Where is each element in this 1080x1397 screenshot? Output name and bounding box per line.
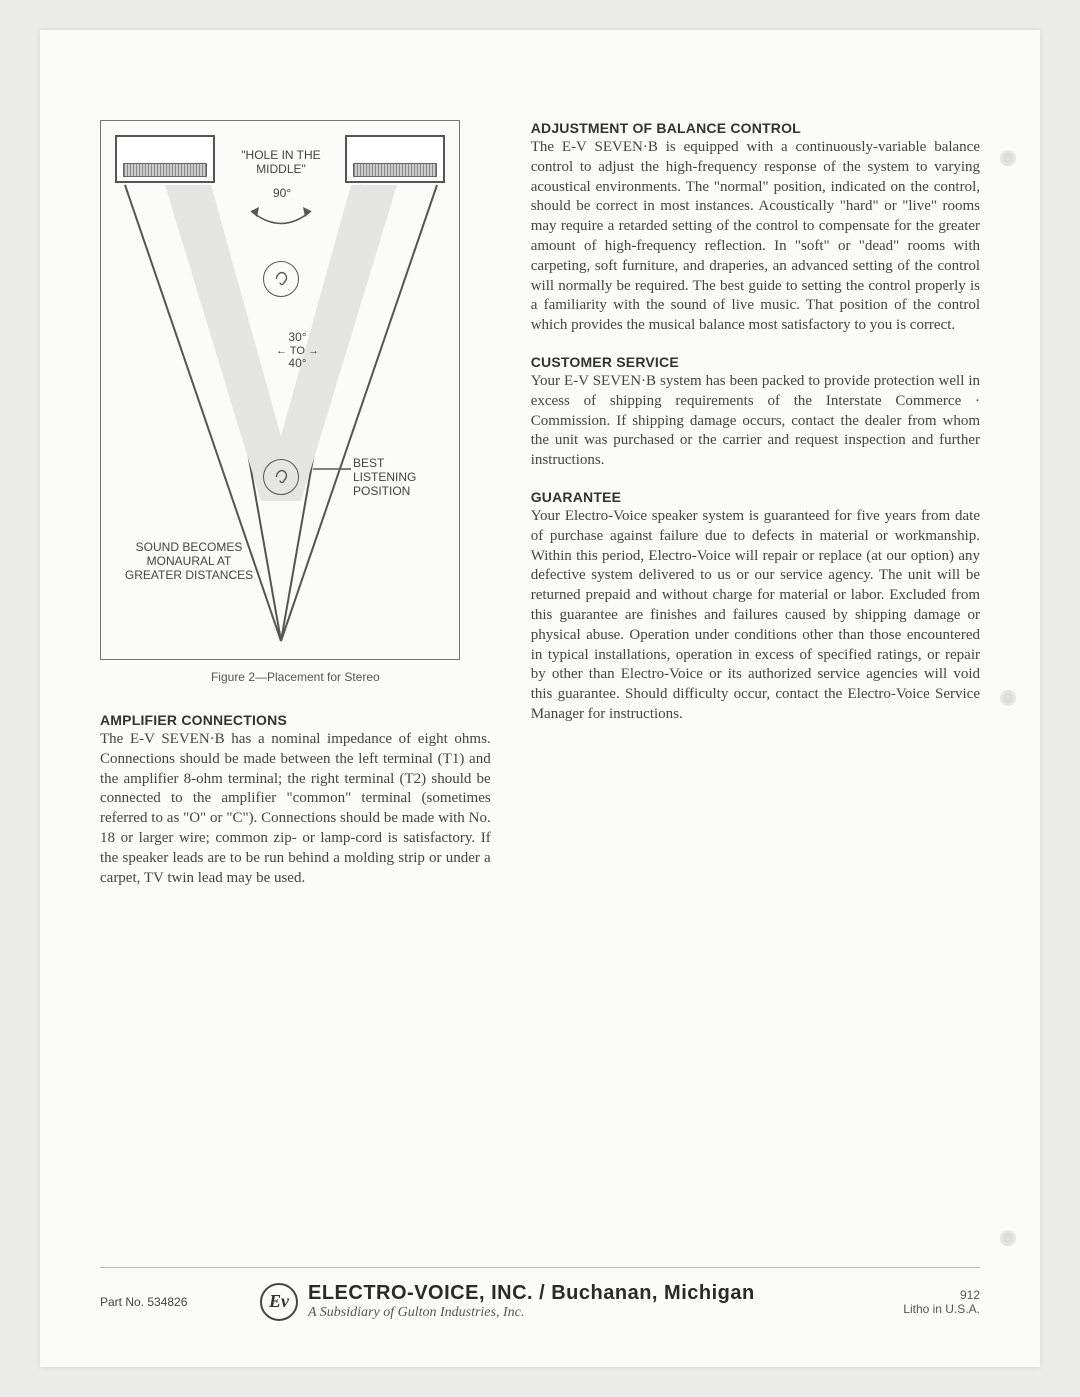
body-balance-control: The E-V SEVEN·B is equipped with a conti… (531, 138, 980, 336)
page-footer: Part No. 534826 Ev ELECTRO-VOICE, INC. /… (100, 1267, 980, 1321)
label-position: POSITION (353, 485, 416, 499)
label-mono-2: MONAURAL AT (119, 555, 259, 569)
hole-punch-icon (1000, 1230, 1016, 1246)
left-column: "HOLE IN THE MIDDLE" (100, 120, 491, 906)
label-to: TO (290, 345, 305, 357)
figure-caption: Figure 2—Placement for Stereo (100, 670, 491, 684)
heading-amplifier-connections: AMPLIFIER CONNECTIONS (100, 712, 491, 728)
footer-code: 912 (860, 1288, 980, 1302)
heading-guarantee: GUARANTEE (531, 489, 980, 505)
heading-balance-control: ADJUSTMENT OF BALANCE CONTROL (531, 120, 980, 136)
hole-punch-icon (1000, 150, 1016, 166)
label-90deg: 90° (273, 187, 291, 201)
footer-company: ELECTRO-VOICE, INC. / Buchanan, Michigan… (308, 1282, 860, 1321)
heading-customer-service: CUSTOMER SERVICE (531, 354, 980, 370)
content-columns: "HOLE IN THE MIDDLE" (100, 120, 980, 906)
body-guarantee: Your Electro-Voice speaker system is gua… (531, 507, 980, 725)
label-30deg: 30° (276, 331, 319, 345)
figure-2-diagram: "HOLE IN THE MIDDLE" (100, 120, 460, 660)
page: "HOLE IN THE MIDDLE" (40, 30, 1040, 1367)
hole-punch-icon (1000, 690, 1016, 706)
label-best-listening: BEST LISTENING POSITION (353, 457, 416, 498)
label-listening: LISTENING (353, 471, 416, 485)
label-40deg: 40° (276, 357, 319, 371)
footer-right: 912 Litho in U.S.A. (860, 1288, 980, 1316)
label-best: BEST (353, 457, 416, 471)
body-amplifier-connections: The E-V SEVEN·B has a nominal impedance … (100, 730, 491, 888)
company-subsidiary: A Subsidiary of Gulton Industries, Inc. (308, 1305, 860, 1321)
ear-upper-icon (263, 261, 299, 297)
body-customer-service: Your E-V SEVEN·B system has been packed … (531, 372, 980, 471)
ear-lower-icon (263, 459, 299, 495)
label-monaural: SOUND BECOMES MONAURAL AT GREATER DISTAN… (119, 541, 259, 582)
footer-litho: Litho in U.S.A. (860, 1302, 980, 1316)
right-column: ADJUSTMENT OF BALANCE CONTROL The E-V SE… (531, 120, 980, 906)
company-name: ELECTRO-VOICE, INC. / Buchanan, Michigan (308, 1282, 860, 1305)
label-angle-range: 30° ← TO → 40° (276, 331, 319, 371)
label-mono-3: GREATER DISTANCES (119, 569, 259, 583)
part-number: Part No. 534826 (100, 1295, 260, 1309)
label-mono-1: SOUND BECOMES (119, 541, 259, 555)
ev-logo-icon: Ev (260, 1283, 298, 1321)
